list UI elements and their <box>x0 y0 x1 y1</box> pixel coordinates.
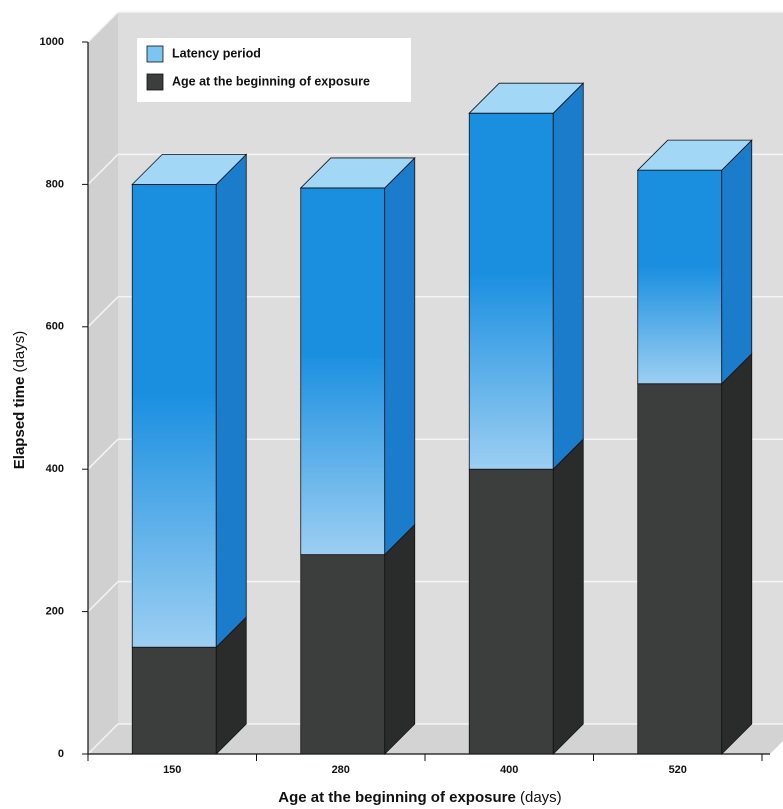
bar-segment <box>300 187 386 556</box>
back-wall <box>118 12 783 724</box>
bar-segment <box>468 468 554 755</box>
bar-segment <box>131 183 217 648</box>
bar-side <box>552 438 584 755</box>
x-axis-title: Age at the beginning of exposure (days) <box>278 789 561 806</box>
grid-line <box>87 11 119 43</box>
legend-label: Latency period <box>172 46 261 60</box>
y-tick-label: 0 <box>58 748 64 760</box>
bar-segment <box>637 169 723 385</box>
floor <box>88 724 783 754</box>
x-tick-label: 280 <box>332 764 350 776</box>
x-tick-label: 520 <box>669 764 687 776</box>
bar-side <box>215 153 247 649</box>
bar-segment <box>300 554 386 755</box>
legend-swatch <box>146 73 164 91</box>
grid-line <box>87 153 119 185</box>
bar-segment <box>131 646 217 755</box>
y-tick-label: 1000 <box>40 36 64 48</box>
legend <box>137 38 411 102</box>
bar-top <box>131 153 248 185</box>
y-label-text: Elapsed time <box>11 377 28 470</box>
y-label-unit: (days) <box>11 331 28 373</box>
bar-segment <box>468 112 554 470</box>
grid-line <box>87 581 119 613</box>
y-tick-label: 200 <box>46 606 64 618</box>
x-label-unit: (days) <box>520 789 562 806</box>
bar-top <box>468 82 585 114</box>
y-tick-label: 400 <box>46 463 64 475</box>
bar-side <box>552 82 584 471</box>
grid-line <box>87 296 119 328</box>
y-tick-label: 600 <box>46 321 64 333</box>
x-tick-label: 150 <box>163 764 181 776</box>
bar-side <box>721 139 753 385</box>
legend-label: Age at the beginning of exposure <box>172 74 370 88</box>
y-tick-label: 800 <box>46 178 64 190</box>
bar-top <box>299 157 416 189</box>
bar-side <box>384 523 416 755</box>
bar-side <box>721 352 753 755</box>
bar-top <box>636 139 753 171</box>
x-label-text: Age at the beginning of exposure <box>278 789 516 806</box>
bar-segment <box>637 383 723 755</box>
y-axis-title: Elapsed time (days) <box>11 331 28 469</box>
grid-line <box>87 723 119 755</box>
x-tick-label: 400 <box>500 764 518 776</box>
side-wall <box>88 12 118 754</box>
grid-line <box>87 438 119 470</box>
bar-side <box>384 156 416 556</box>
legend-swatch <box>146 45 164 63</box>
